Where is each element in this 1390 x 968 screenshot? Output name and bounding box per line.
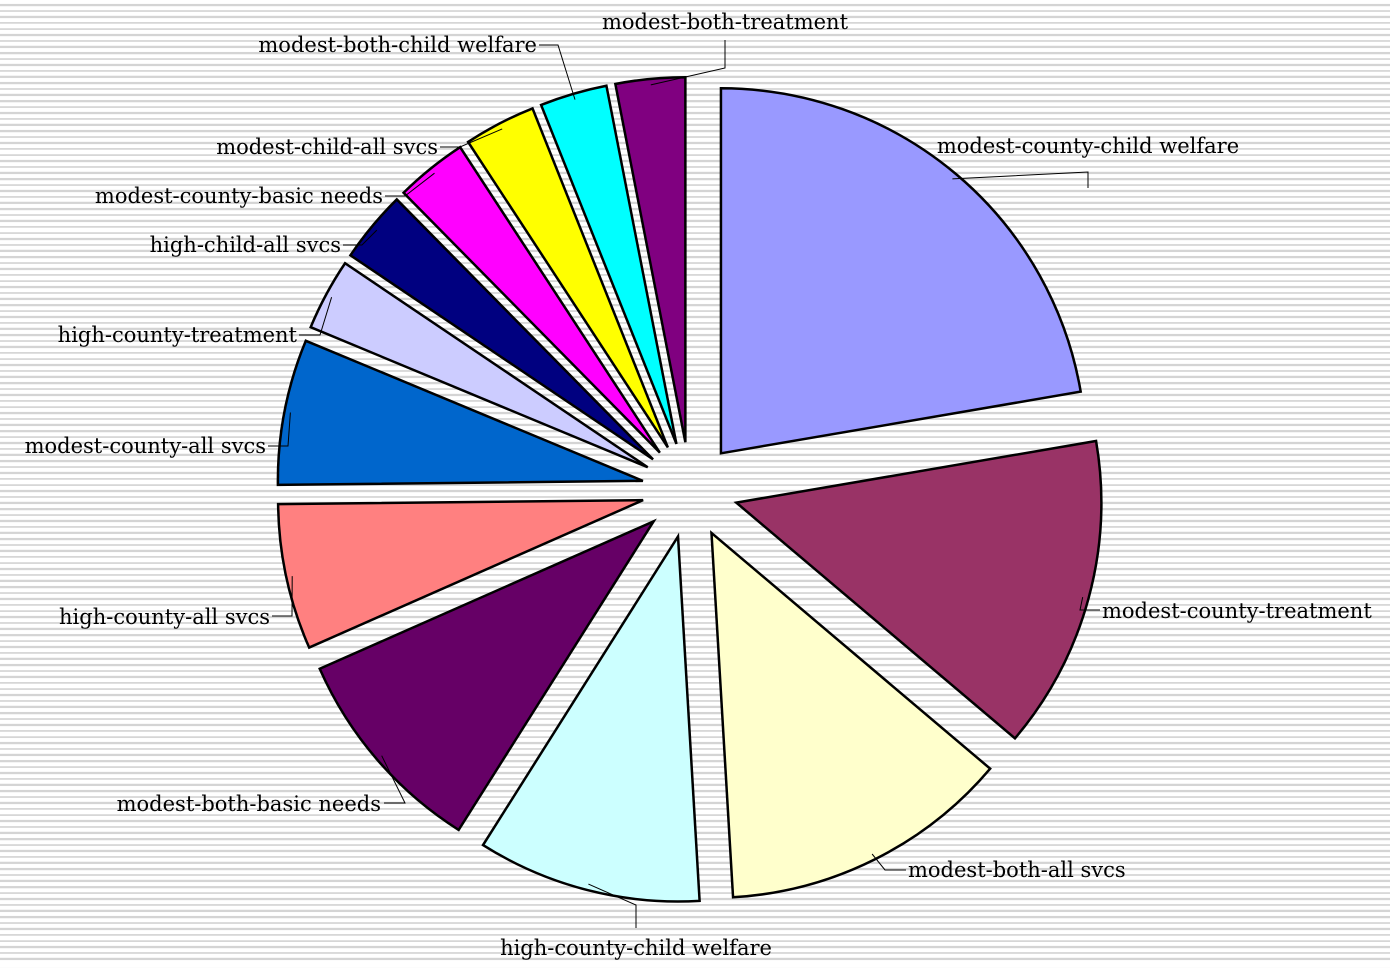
leader-line-modest-child-all-svcs [440, 128, 503, 148]
pie-slice-high-child-all-svcs [348, 197, 654, 461]
leader-line-modest-county-all-svcs [268, 412, 291, 447]
pie-slice-modest-child-all-svcs [466, 106, 670, 449]
leader-line-high-county-treatment [299, 297, 333, 336]
pie-slice-modest-county-treatment [733, 439, 1103, 741]
pie-slice-high-county-all-svcs [276, 498, 644, 650]
pie-slice-modest-county-all-svcs [276, 339, 644, 487]
leader-line-high-child-all-svcs [343, 229, 378, 246]
slice-label-high-county-child-welfare: high-county-child welfare [500, 936, 772, 960]
slice-label-modest-both-basic-needs: modest-both-basic needs [117, 792, 381, 816]
leader-line-high-county-all-svcs [272, 576, 293, 617]
slice-label-modest-county-child-welfare: modest-county-child welfare [937, 134, 1239, 158]
slice-label-modest-county-treatment: modest-county-treatment [1102, 599, 1372, 623]
leader-line-modest-both-all-svcs [871, 853, 906, 871]
pie-slice-modest-both-all-svcs [710, 530, 992, 899]
labels-layer: modest-county-child welfare modest-county… [25, 10, 1373, 960]
slice-label-high-county-treatment: high-county-treatment [58, 323, 298, 347]
pie-slice-modest-both-basic-needs [318, 518, 657, 832]
slice-label-high-child-all-svcs: high-child-all svcs [150, 233, 341, 257]
leaders-layer [268, 40, 1100, 928]
slice-label-modest-county-basic-needs: modest-county-basic needs [95, 184, 383, 208]
slice-label-modest-both-child-welfare: modest-both-child welfare [258, 33, 537, 57]
pie-slice-high-county-treatment [309, 261, 649, 469]
leader-line-modest-county-basic-needs [385, 172, 435, 197]
leader-line-modest-county-treatment [1079, 596, 1100, 611]
slices-layer [276, 75, 1103, 903]
leader-line-modest-both-basic-needs [381, 755, 406, 804]
pie-slice-high-county-child-welfare [481, 532, 701, 903]
slice-label-modest-both-treatment: modest-both-treatment [602, 10, 849, 34]
leader-line-modest-county-child-welfare [952, 171, 1089, 188]
leader-line-high-county-child-welfare [588, 883, 637, 928]
slice-label-modest-county-all-svcs: modest-county-all svcs [25, 434, 266, 458]
slice-label-high-county-all-svcs: high-county-all svcs [59, 605, 270, 629]
slice-label-modest-child-all-svcs: modest-child-all svcs [216, 135, 438, 159]
pie-slice-modest-county-child-welfare [719, 87, 1083, 455]
slice-label-modest-both-all-svcs: modest-both-all svcs [908, 858, 1126, 882]
leader-line-modest-both-child-welfare [539, 44, 576, 100]
leader-line-modest-both-treatment [650, 40, 726, 86]
